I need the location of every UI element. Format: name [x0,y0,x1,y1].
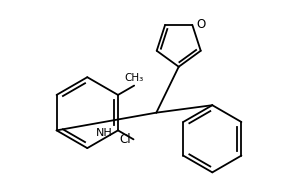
Text: NH: NH [96,128,113,138]
Text: CH₃: CH₃ [125,73,144,83]
Text: O: O [196,18,205,31]
Text: Cl: Cl [119,133,131,146]
